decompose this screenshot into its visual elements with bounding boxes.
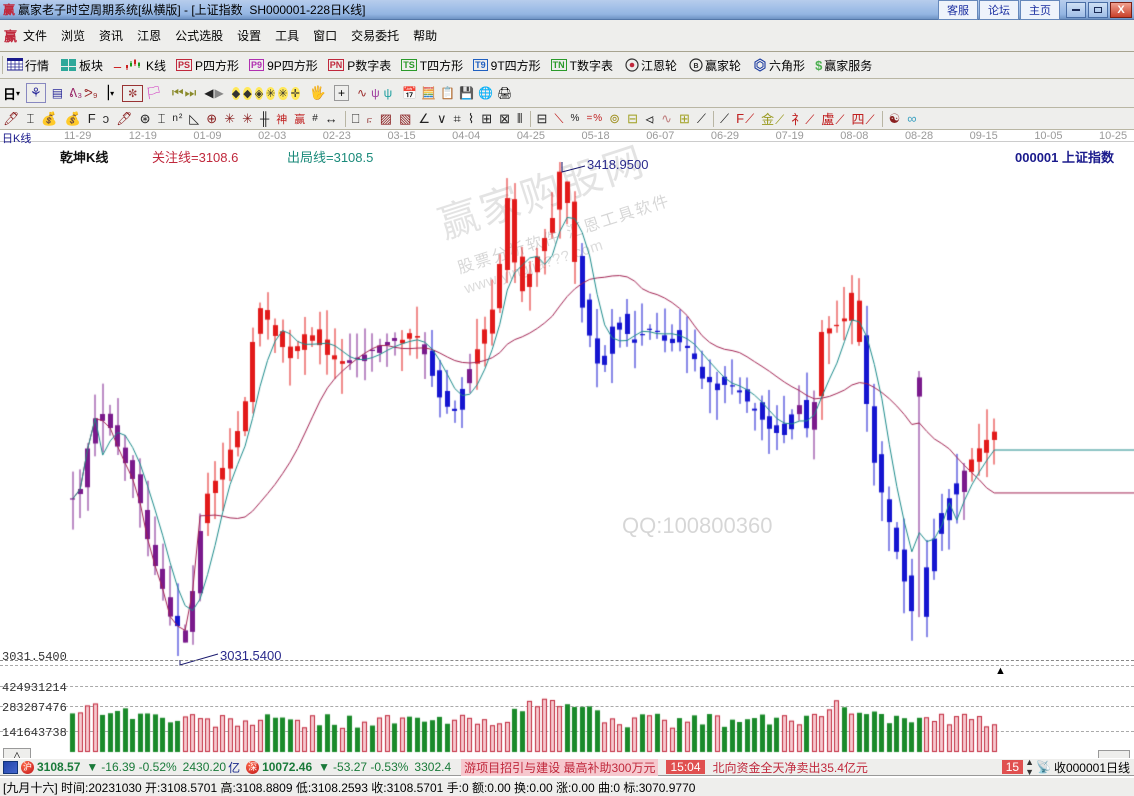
svg-text:B: B (694, 63, 699, 70)
